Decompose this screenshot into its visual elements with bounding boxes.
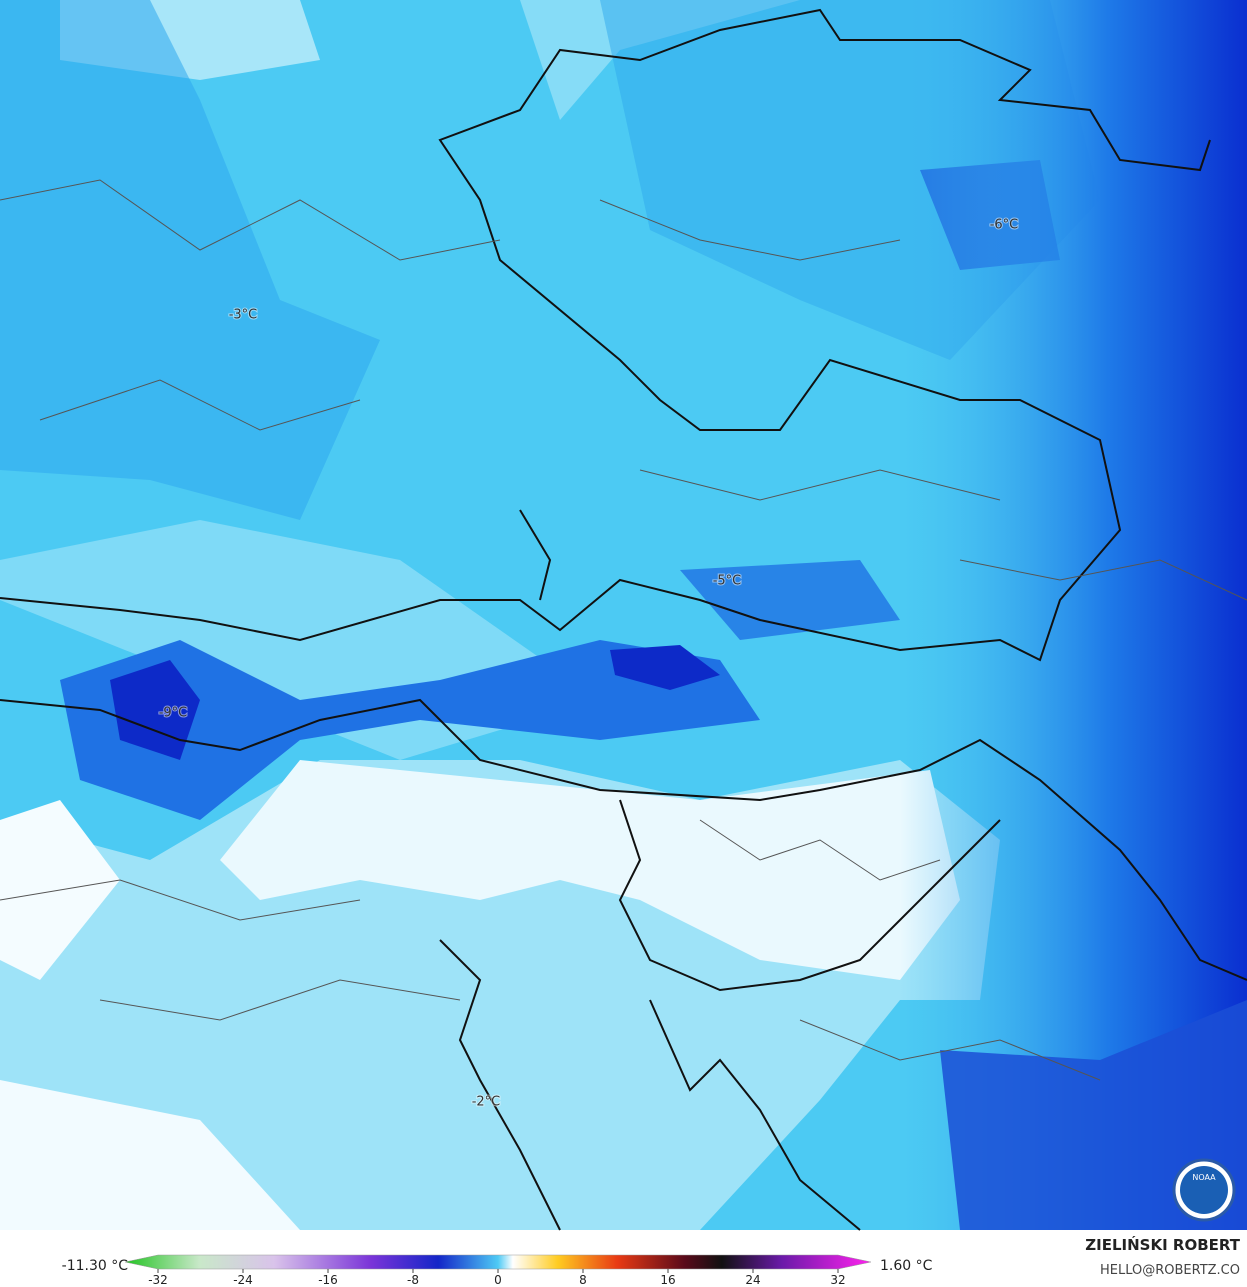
cold-area xyxy=(60,640,760,820)
tick-label: -24 xyxy=(233,1273,253,1287)
temperature-label: -5°C xyxy=(713,574,742,589)
legend-max: 1.60 °C xyxy=(880,1258,933,1274)
temperature-label: -9°C xyxy=(159,706,188,721)
credit-contact: HELLO@ROBERTZ.CO xyxy=(1100,1263,1240,1278)
tick-label: 24 xyxy=(745,1273,760,1287)
tick-label: -8 xyxy=(407,1273,419,1287)
warm-area xyxy=(220,760,960,980)
credit-name: ZIELIŃSKI ROBERT xyxy=(1085,1235,1240,1254)
cold-area xyxy=(940,1000,1247,1230)
temperature-label: -6°C xyxy=(990,218,1019,233)
border xyxy=(0,8,1211,662)
tick-label: 16 xyxy=(660,1273,675,1287)
color-bar xyxy=(124,1254,872,1270)
tick-label: 0 xyxy=(494,1273,502,1287)
legend-min: -11.30 °C xyxy=(62,1258,129,1274)
tick-label: 8 xyxy=(579,1273,587,1287)
logo-text: NOAA xyxy=(1192,1173,1216,1182)
logo-inner xyxy=(1180,1166,1228,1214)
map xyxy=(0,0,1247,1231)
border xyxy=(618,799,1001,992)
border xyxy=(0,698,1247,981)
legend: -11.30 °C 1.60 °C -32 -24 -16 -8 0 8 16 24 32 xyxy=(62,1254,933,1287)
tick-label: -16 xyxy=(318,1273,338,1287)
coldest-area xyxy=(110,660,200,760)
warm-area xyxy=(0,0,800,120)
cold-area xyxy=(680,560,900,640)
coastline xyxy=(439,509,861,1231)
temperature-label: -2°C xyxy=(472,1095,501,1110)
noaa-logo: NOAA xyxy=(1172,1158,1236,1222)
tick-label: 32 xyxy=(830,1273,845,1287)
warm-area xyxy=(0,1080,300,1230)
temperature-label: -3°C xyxy=(229,308,258,323)
coldest-area xyxy=(610,645,720,690)
cold-area xyxy=(0,0,380,520)
tick-label: -32 xyxy=(148,1273,168,1287)
region-border xyxy=(0,179,1247,1081)
